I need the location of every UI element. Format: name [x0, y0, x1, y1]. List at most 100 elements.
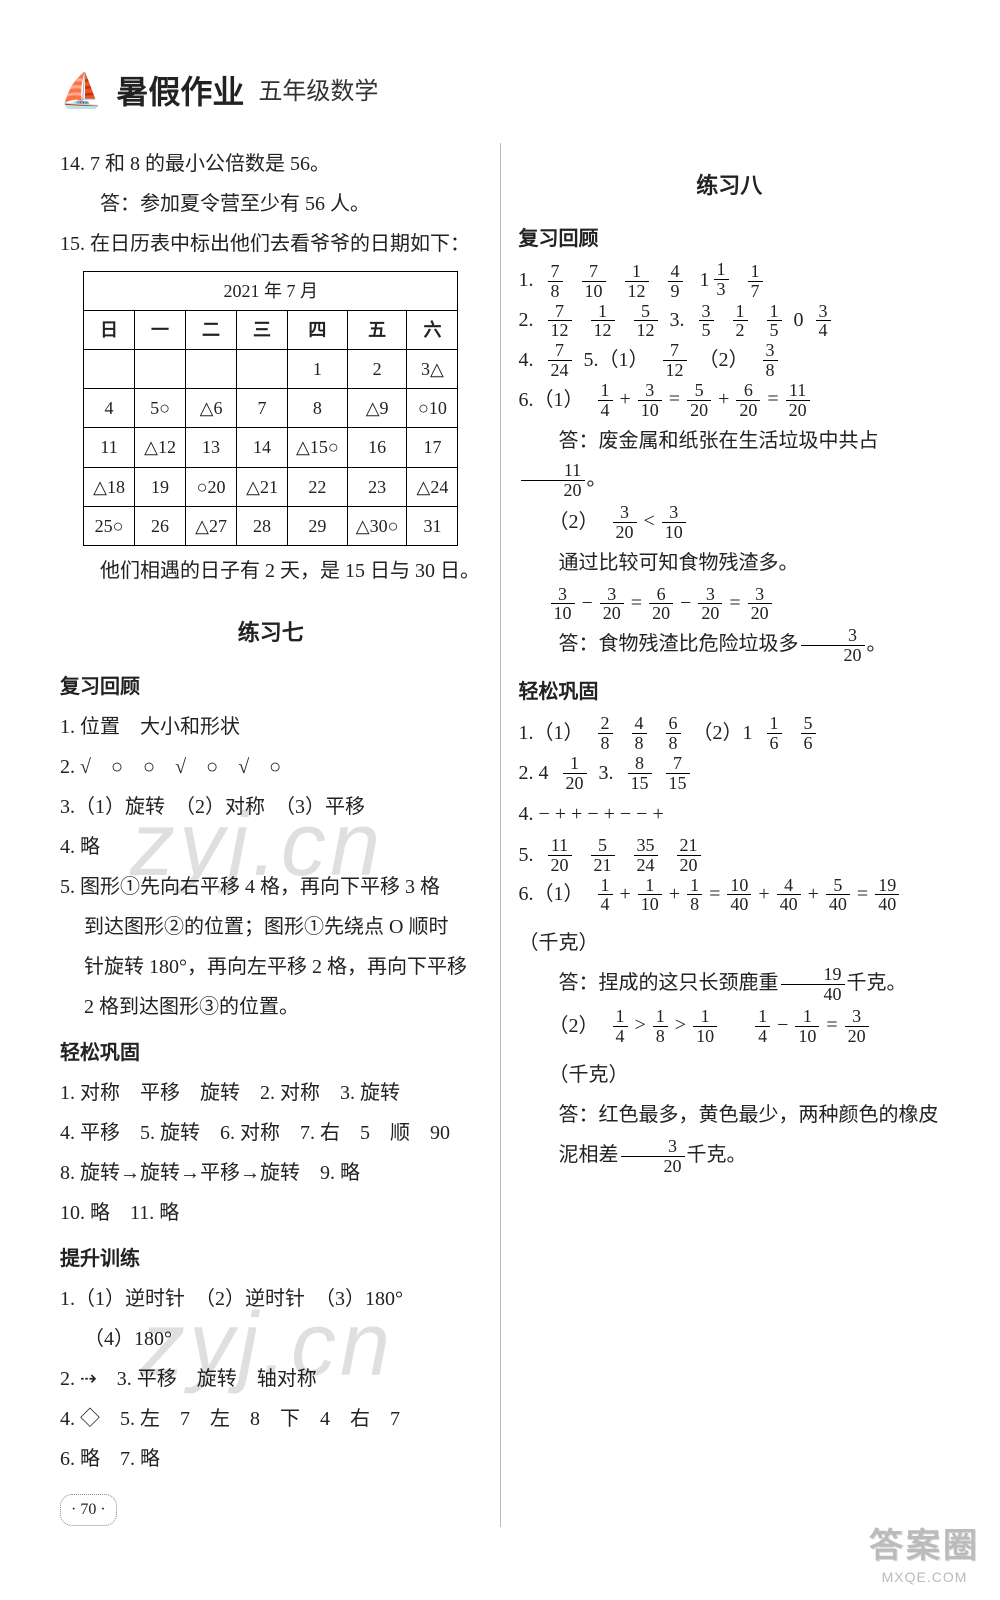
page: zyj.cn zyj.cn ⛵ 暑假作业 五年级数学 14. 7 和 8 的最小… [0, 0, 1000, 1600]
fx1: 1. 位置 大小和形状 [60, 708, 482, 746]
fx5b: 到达图形②的位置；图形①先绕点 O 顺时 [60, 908, 482, 946]
lbl: 3. [599, 754, 614, 792]
qg-line2-3: 2. 4 120 3. 815 715 [519, 753, 941, 793]
fx5c: 针旋转 180°，再向左平移 2 格，再向下平移 [60, 948, 482, 986]
lbl: （2） [699, 341, 749, 379]
qg4: 10. 略 11. 略 [60, 1194, 482, 1232]
lbl: 1. [519, 261, 534, 299]
calendar-cell: 11 [84, 428, 135, 467]
consolidate-heading-right: 轻松巩固 [519, 673, 941, 711]
book-title: 暑假作业 [116, 62, 244, 123]
txt: 答：食物残渣比危险垃圾多 [559, 633, 799, 655]
unit: （千克） [549, 1056, 629, 1094]
book-subtitle: 五年级数学 [258, 70, 378, 116]
column-divider [500, 143, 501, 1527]
sailboat-icon: ⛵ [60, 60, 102, 125]
calendar-cell: △24 [407, 467, 458, 506]
calendar-cell: 25○ [84, 506, 135, 545]
page-number: · 70 · [60, 1494, 117, 1526]
fx4: 4. 略 [60, 828, 482, 866]
calendar-cell: △6 [186, 389, 237, 428]
qg6b-answer1: 答：红色最多，黄色最少，两种颜色的橡皮 [519, 1096, 941, 1134]
calendar-cell [186, 349, 237, 388]
calendar-cell: △15○ [288, 428, 348, 467]
fx5d: 2 格到达图形③的位置。 [60, 988, 482, 1026]
left-column: 14. 7 和 8 的最小公倍数是 56。 答：参加夏令营至少有 56 人。 1… [60, 143, 482, 1527]
calendar-weekday-row: 日 一 二 三 四 五 六 [84, 310, 458, 349]
qg6-cmp: （2） 14 > 18 > 110 14 − 110 = 320 （千克） [519, 1006, 941, 1094]
calendar-cell: 22 [288, 467, 348, 506]
content-columns: 14. 7 和 8 的最小公倍数是 56。 答：参加夏令营至少有 56 人。 1… [60, 143, 940, 1527]
calendar-cell: △21 [237, 467, 288, 506]
exercise-7-title: 练习七 [60, 612, 482, 654]
calendar-cell: 1 [288, 349, 348, 388]
lbl: 2. 4 [519, 754, 549, 792]
lbl: （2）1 [693, 714, 753, 752]
calendar-cell: 16 [347, 428, 407, 467]
calendar-cell: 8 [288, 389, 348, 428]
fx5a: 5. 图形①先向右平移 4 格，再向下平移 3 格 [60, 868, 482, 906]
tx3: 4. ◇ 5. 左 7 左 8 下 4 右 7 [60, 1400, 482, 1438]
wd: 五 [347, 310, 407, 349]
wd: 六 [407, 310, 458, 349]
tx4: 6. 略 7. 略 [60, 1440, 482, 1478]
badge-title: 答案圈 [869, 1524, 980, 1568]
calendar-cell: 14 [237, 428, 288, 467]
lbl: 5. [519, 836, 534, 874]
calendar-cell: ○20 [186, 467, 237, 506]
calendar-cell [84, 349, 135, 388]
tx1a: 1.（1）逆时针 （2）逆时针 （3）180° [60, 1280, 482, 1318]
qg-line4: 4. − + + − + − − + [519, 795, 941, 833]
lbl: 1.（1） [519, 714, 584, 752]
calendar-cell: 19 [135, 467, 186, 506]
advance-heading-left: 提升训练 [60, 1240, 482, 1278]
tx2: 2. ⇢ 3. 平移 旋转 轴对称 [60, 1360, 482, 1398]
page-header: ⛵ 暑假作业 五年级数学 [60, 60, 940, 125]
fx-line1: 1. 78 710 112 49 113 17 [519, 260, 941, 300]
q14-line1: 14. 7 和 8 的最小公倍数是 56。 [60, 145, 482, 183]
calendar-cell: △9 [347, 389, 407, 428]
right-column: 练习八 复习回顾 1. 78 710 112 49 113 17 2. 712 … [519, 143, 941, 1527]
txt: 千克。 [687, 1144, 747, 1166]
qg6-eq: 6.（1） 14 + 110 + 18 = 1040 + 440 + 540 =… [519, 875, 941, 963]
calendar-cell: 31 [407, 506, 458, 545]
qg-line1: 1.（1） 28 48 68 （2）1 16 56 [519, 713, 941, 753]
tx1b: （4）180° [60, 1320, 482, 1358]
fx2: 2. √ ○ ○ √ ○ √ ○ [60, 748, 482, 786]
lbl: 6.（1） [519, 381, 584, 419]
calendar-cell [237, 349, 288, 388]
calendar-cell: △27 [186, 506, 237, 545]
calendar-cell: 13 [186, 428, 237, 467]
txt: 答：废金属和纸张在生活垃圾中共占 [559, 430, 879, 452]
calendar-cell: △12 [135, 428, 186, 467]
txt: 。 [587, 468, 607, 490]
q14-answer: 答：参加夏令营至少有 56 人。 [60, 185, 482, 223]
fx-line2-3: 2. 712 112 512 3. 35 12 15 0 34 [519, 301, 941, 341]
calendar-cell: ○10 [407, 389, 458, 428]
fx6-answer1: 答：废金属和纸张在生活垃圾中共占1120。 [519, 422, 941, 500]
wd: 三 [237, 310, 288, 349]
txt: 泥相差 [559, 1144, 619, 1166]
qg3: 8. 旋转→旋转→平移→旋转 9. 略 [60, 1154, 482, 1192]
txt: 千克。 [847, 972, 907, 994]
calendar-cell: 28 [237, 506, 288, 545]
lbl: （2） [549, 503, 599, 541]
corner-badge: 答案圈 MXQE.COM [869, 1524, 980, 1586]
qg1: 1. 对称 平移 旋转 2. 对称 3. 旋转 [60, 1074, 482, 1112]
calendar-table: 2021 年 7 月 日 一 二 三 四 五 六 123△45○△678△9○1… [83, 271, 458, 546]
fx-line4-5: 4. 724 5.（1） 712 （2） 38 [519, 340, 941, 380]
fx6-text: 通过比较可知食物残渣多。 [519, 544, 941, 582]
unit: （千克） [519, 924, 599, 962]
lbl: 4. [519, 341, 534, 379]
lbl: （2） [549, 1007, 599, 1045]
review-heading-left: 复习回顾 [60, 668, 482, 706]
qg6b-answer2: 泥相差320千克。 [519, 1136, 941, 1176]
qg2: 4. 平移 5. 旋转 6. 对称 7. 右 5 顺 90 [60, 1114, 482, 1152]
wd: 一 [135, 310, 186, 349]
wd: 四 [288, 310, 348, 349]
consolidate-heading-left: 轻松巩固 [60, 1034, 482, 1072]
fx6-answer2: 答：食物残渣比危险垃圾多320。 [519, 625, 941, 665]
review-heading-right: 复习回顾 [519, 220, 941, 258]
q15-after: 他们相遇的日子有 2 天，是 15 日与 30 日。 [60, 552, 482, 590]
calendar-cell: 3△ [407, 349, 458, 388]
